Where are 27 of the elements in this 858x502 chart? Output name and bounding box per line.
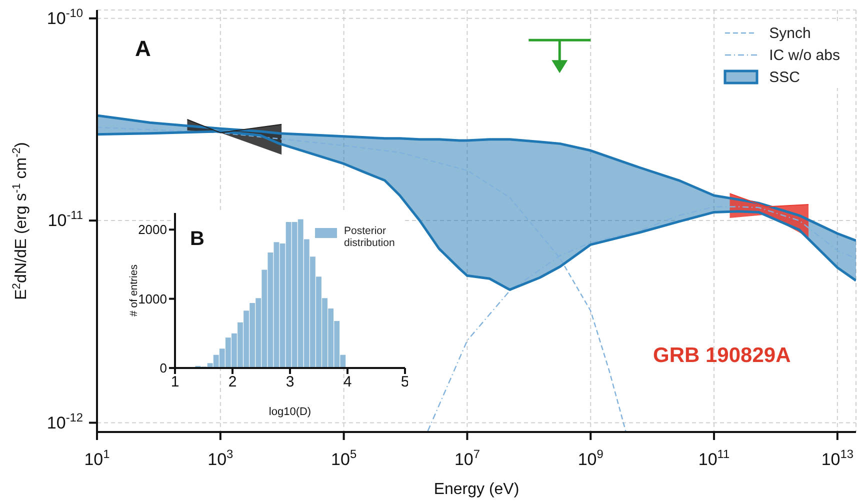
x-tick-label: 10$^{3}$ bbox=[208, 447, 234, 469]
y-tick-label: 2000 bbox=[138, 222, 167, 238]
x-tick-label: 3 bbox=[286, 374, 294, 391]
annotation: B bbox=[190, 228, 204, 250]
y-tick-label: 10$^{-12}$ bbox=[46, 410, 84, 432]
x-axis-title: Energy (eV) bbox=[434, 481, 520, 498]
y-tick-label: 10$^{-11}$ bbox=[48, 208, 84, 230]
y-axis-title: # of entries bbox=[128, 264, 140, 316]
x-tick-label: 10$^{11}$ bbox=[698, 447, 730, 469]
legend-label: Synch bbox=[769, 24, 811, 42]
annotation: A bbox=[135, 36, 151, 61]
x-tick-label: 10$^{7}$ bbox=[454, 447, 480, 469]
legend-label: Posterior distribution bbox=[344, 225, 396, 249]
y-tick-label: 0 bbox=[160, 360, 167, 376]
legend-label: SSC bbox=[769, 68, 800, 86]
y-tick-label: 1000 bbox=[138, 291, 167, 306]
x-tick-label: 10$^{1}$ bbox=[84, 447, 110, 469]
x-tick-label: 1 bbox=[170, 374, 180, 391]
x-tick-label: 10$^{13}$ bbox=[821, 447, 854, 469]
x-tick-label: 4 bbox=[343, 374, 352, 391]
x-axis-title: log10(D) bbox=[268, 406, 312, 418]
x-tick-label: 2 bbox=[228, 374, 237, 391]
legend-label: IC w/o abs bbox=[769, 46, 840, 64]
x-tick-label: 10$^{9}$ bbox=[578, 447, 604, 469]
annotation: GRB 190829A bbox=[653, 344, 791, 367]
x-tick-label: 10$^{5}$ bbox=[331, 447, 357, 469]
y-tick-label: 10$^{-10}$ bbox=[46, 6, 84, 28]
